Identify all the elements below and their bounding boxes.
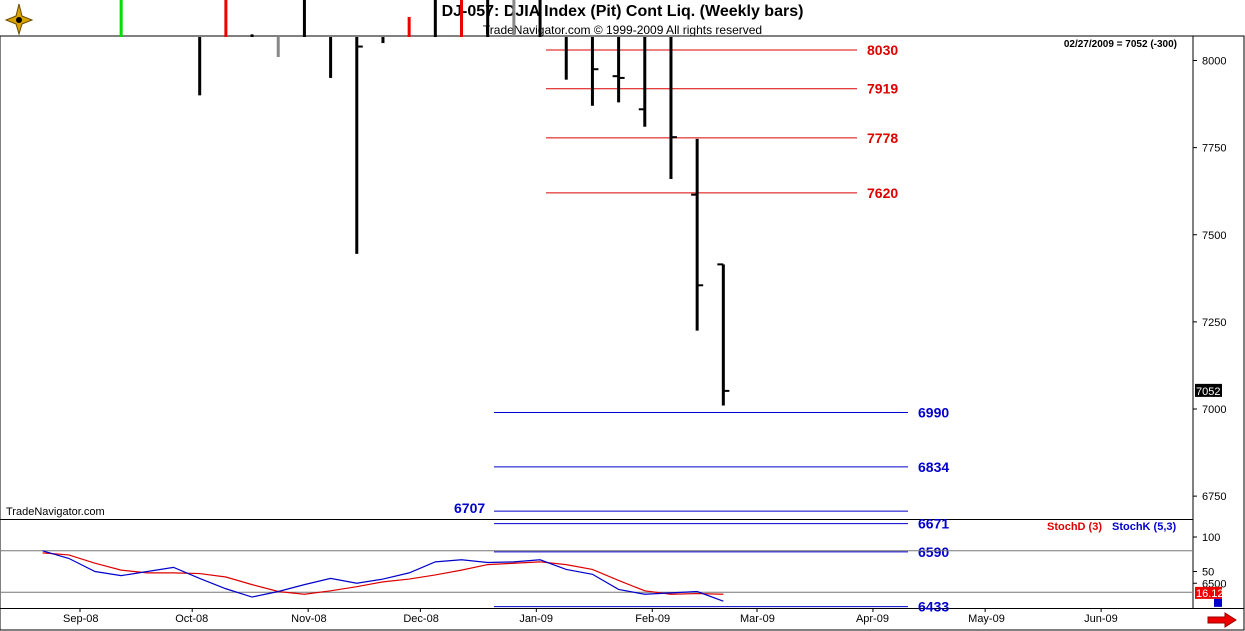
support-label: 6590 [918,544,949,560]
last-price-label: 7052 [1196,386,1220,398]
x-tick-label: Oct-08 [175,613,208,625]
support-label: 6671 [918,516,949,532]
price-tick-label: 6750 [1202,491,1226,503]
stoch-series-line [42,552,724,595]
compass-logo-icon[interactable] [4,2,34,36]
x-tick-label: Apr-09 [856,613,889,625]
x-tick-label: Mar-09 [740,613,775,625]
stoch-tick-label: 100 [1202,532,1220,544]
ohlc-bar [590,37,599,106]
stoch-tick-label: 50 [1202,567,1214,579]
support-label: 6990 [918,404,949,420]
stoch-last-label: 16.12 [1196,588,1224,600]
stoch-k-last-box [1214,598,1222,607]
support-label: 6834 [918,459,949,475]
price-tick-label: 7750 [1202,143,1226,155]
chart-title: DJ-057: DJIA Index (Pit) Cont Liq. (Week… [441,3,804,20]
price-tick-label: 7000 [1202,404,1226,416]
stoch-k-legend: StochK (5,3) [1112,521,1177,533]
x-tick-label: Dec-08 [403,613,438,625]
red-arrow-right-icon[interactable] [1207,612,1237,628]
stoch-d-legend: StochD (3) [1047,521,1102,533]
resistance-label: 8030 [867,42,898,58]
copyright-text: TradeNavigator.com © 1999-2009 All right… [482,23,763,37]
x-tick-label: Jan-09 [519,613,553,625]
ohlc-bar [638,37,647,127]
resistance-label: 7620 [867,185,898,201]
watermark: TradeNavigator.com [6,506,105,518]
support-label: 6433 [918,599,949,615]
last-price-box [1195,383,1222,397]
x-tick-label: Sep-08 [63,613,98,625]
x-tick-label: Jun-09 [1084,613,1118,625]
price-tick-label: 7250 [1202,317,1226,329]
stoch-series-line [42,550,724,602]
support-label: 6707 [454,500,485,516]
price-tick-label: 7500 [1202,230,1226,242]
ohlc-bar [612,37,625,103]
last-price-status: 02/27/2009 = 7052 (-300) [1063,39,1177,50]
price-tick-label: 8000 [1202,56,1226,68]
chart-frame [0,35,1245,631]
ohlc-bar [691,138,704,331]
x-tick-label: May-09 [968,613,1005,625]
stoch-last-box [1195,586,1222,599]
x-tick-label: Feb-09 [635,613,670,625]
resistance-label: 7778 [867,130,898,146]
ohlc-bar [717,263,730,406]
x-tick-label: Nov-08 [291,613,326,625]
ohlc-bar [355,37,363,254]
ohlc-bar [669,37,677,179]
resistance-label: 7919 [867,81,898,97]
